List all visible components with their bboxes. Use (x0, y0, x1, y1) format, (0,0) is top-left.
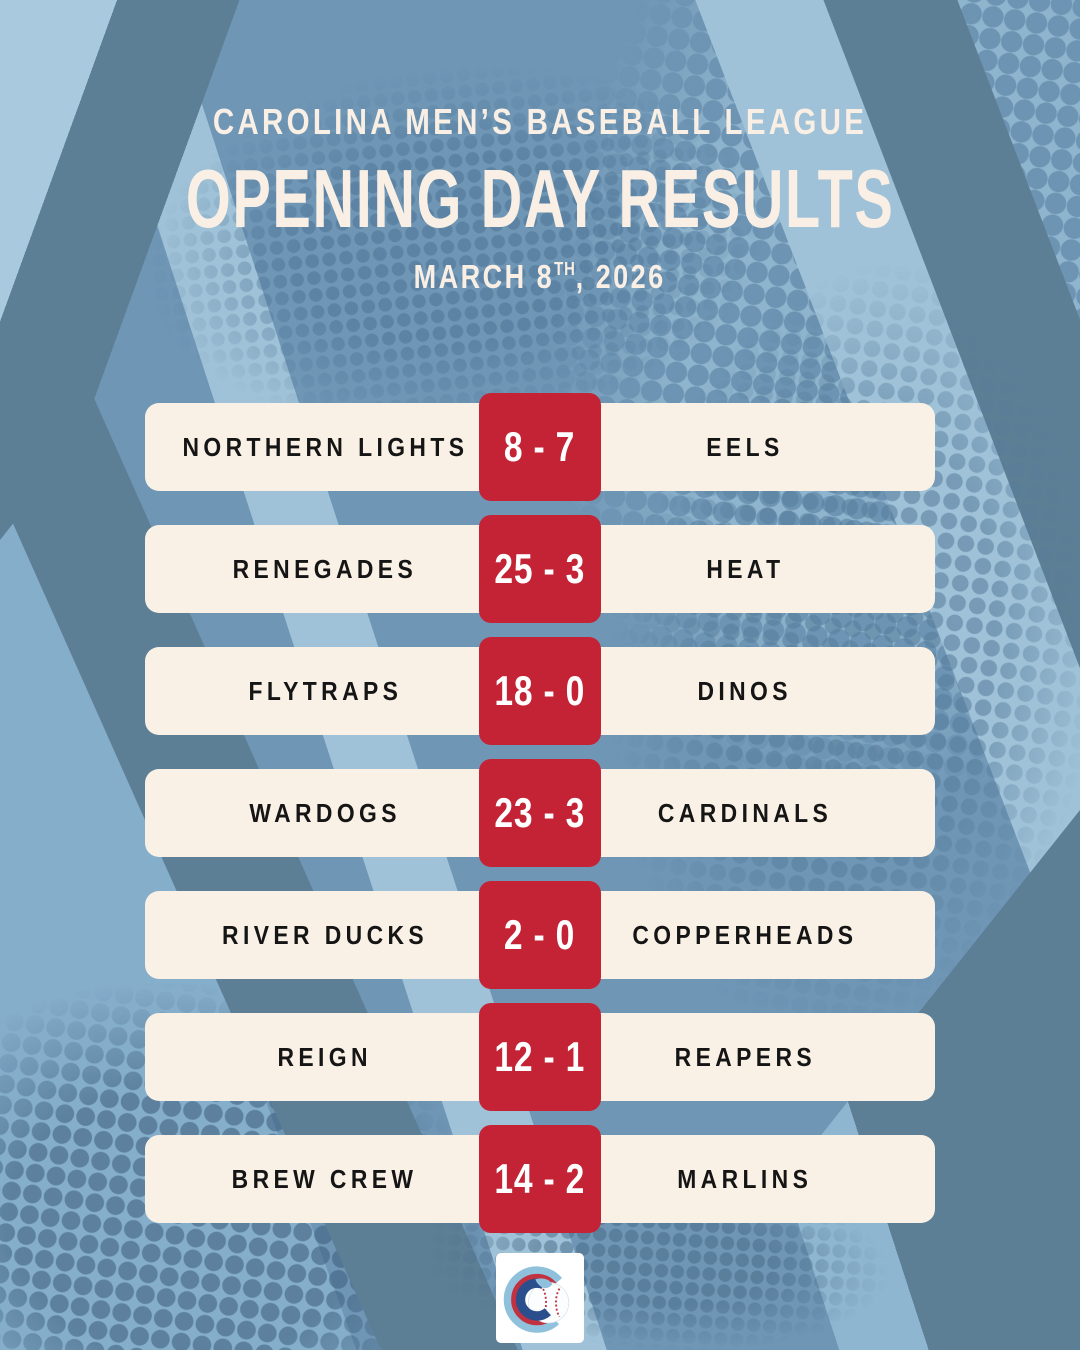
team-away-label: HEAT (705, 553, 785, 584)
team-home-label: BREW CREW (232, 1163, 418, 1194)
score-value: 8 - 7 (504, 423, 576, 470)
team-home-label: RENEGADES (232, 553, 418, 584)
result-row: REIGN REAPERS 12 - 1 (145, 1003, 935, 1111)
date-ordinal-suffix: TH (554, 259, 576, 279)
score-badge: 8 - 7 (479, 393, 601, 501)
team-home-label: RIVER DUCKS (221, 919, 429, 950)
score-value: 12 - 1 (494, 1033, 586, 1080)
page-title: OPENING DAY RESULTS (0, 152, 1080, 245)
score-value: 2 - 0 (504, 911, 576, 958)
result-row: NORTHERN LIGHTS EELS 8 - 7 (145, 393, 935, 501)
score-badge: 14 - 2 (479, 1125, 601, 1233)
score-value: 14 - 2 (494, 1155, 586, 1202)
score-value: 23 - 3 (494, 789, 586, 836)
team-away-label: MARLINS (677, 1163, 813, 1194)
team-home-label: WARDOGS (249, 797, 401, 828)
score-badge: 25 - 3 (479, 515, 601, 623)
result-row: WARDOGS CARDINALS 23 - 3 (145, 759, 935, 867)
score-value: 18 - 0 (494, 667, 586, 714)
score-badge: 23 - 3 (479, 759, 601, 867)
team-away-label: DINOS (697, 675, 793, 706)
result-row: FLYTRAPS DINOS 18 - 0 (145, 637, 935, 745)
team-home-label: FLYTRAPS (248, 675, 402, 706)
results-list: NORTHERN LIGHTS EELS 8 - 7 RENEGADES HEA… (145, 393, 935, 1257)
score-badge: 12 - 1 (479, 1003, 601, 1111)
page-title-text: OPENING DAY RESULTS (185, 152, 895, 245)
team-home-label: REIGN (277, 1041, 373, 1072)
score-value: 25 - 3 (494, 545, 586, 592)
team-away-label: EELS (706, 431, 784, 462)
team-home-label: NORTHERN LIGHTS (182, 431, 468, 462)
event-date: MARCH 8TH, 2026 (0, 258, 1080, 296)
league-logo-card (496, 1253, 584, 1343)
result-row: RIVER DUCKS COPPERHEADS 2 - 0 (145, 881, 935, 989)
event-date-text: MARCH 8TH, 2026 (414, 258, 666, 295)
team-away-label: COPPERHEADS (632, 919, 858, 950)
league-name-text: CAROLINA MEN’S BASEBALL LEAGUE (212, 101, 868, 142)
league-name: CAROLINA MEN’S BASEBALL LEAGUE (0, 101, 1080, 143)
score-badge: 18 - 0 (479, 637, 601, 745)
team-away-label: CARDINALS (657, 797, 833, 828)
team-away-label: REAPERS (674, 1041, 816, 1072)
baseball-c-logo-icon (503, 1266, 571, 1333)
score-badge: 2 - 0 (479, 881, 601, 989)
result-row: RENEGADES HEAT 25 - 3 (145, 515, 935, 623)
result-row: BREW CREW MARLINS 14 - 2 (145, 1125, 935, 1233)
